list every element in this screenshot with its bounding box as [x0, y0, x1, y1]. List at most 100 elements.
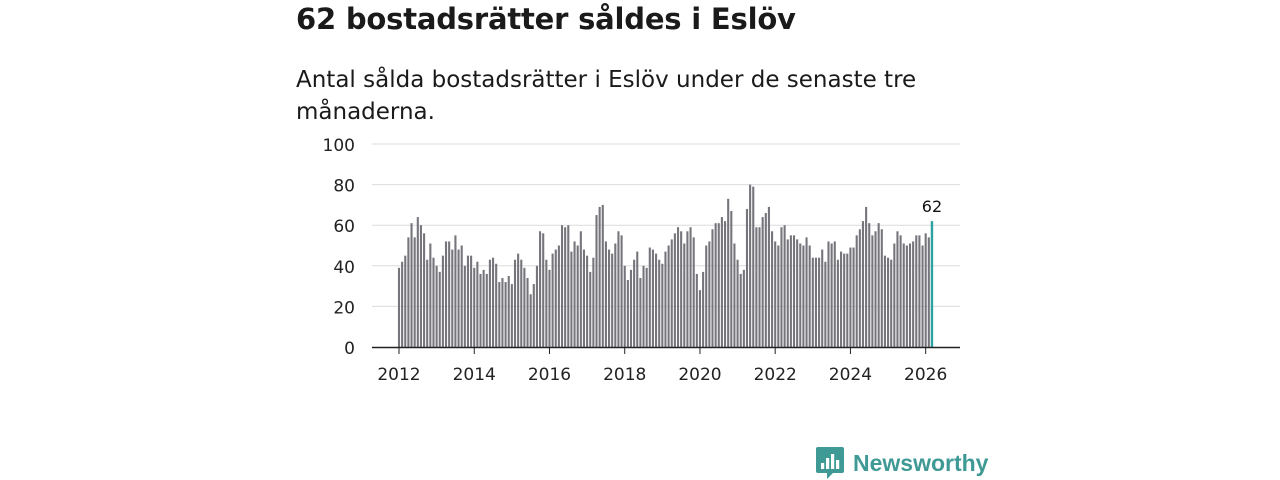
bar: [836, 259, 839, 347]
bar: [695, 273, 698, 347]
bar: [899, 235, 902, 347]
bar: [463, 265, 466, 347]
annotations: 62: [922, 197, 942, 216]
bar: [821, 249, 824, 347]
bar: [504, 282, 507, 347]
bar: [492, 257, 495, 347]
bar: [874, 231, 877, 347]
bar: [429, 243, 432, 347]
bar: [723, 221, 727, 347]
y-tick-label: 40: [333, 258, 355, 278]
bar: [761, 217, 764, 347]
bar: [796, 239, 799, 347]
bar: [720, 217, 723, 347]
bar: [827, 241, 830, 347]
bar: [539, 231, 542, 347]
bar: [858, 229, 861, 347]
bar: [651, 249, 654, 347]
bar: [670, 239, 673, 347]
bar: [887, 257, 890, 347]
bar: [517, 253, 520, 347]
bar: [711, 229, 714, 347]
bar: [498, 282, 501, 347]
bar: [441, 255, 444, 347]
bar: [855, 235, 858, 347]
y-tick-label: 0: [344, 339, 355, 359]
chart-title: 62 bostadsrätter såldes i Eslöv: [296, 2, 796, 36]
bar: [633, 259, 636, 347]
bar: [915, 235, 918, 347]
bar: [476, 261, 479, 347]
bar: [432, 257, 435, 347]
bar: [623, 265, 626, 347]
bar: [783, 225, 786, 347]
bar: [495, 263, 498, 347]
bar: [708, 241, 711, 347]
bar: [648, 247, 651, 347]
bar: [702, 271, 705, 347]
bar: [617, 231, 620, 347]
bar: [423, 233, 426, 347]
brand: Newsworthy: [815, 446, 988, 480]
bar: [542, 233, 545, 347]
bar: [683, 243, 686, 347]
newsworthy-logo-icon: [816, 447, 844, 479]
bar: [466, 255, 470, 347]
y-tick-label: 100: [323, 136, 355, 156]
bar: [789, 235, 792, 347]
bar: [755, 227, 758, 347]
bar: [526, 277, 529, 347]
bar: [918, 235, 921, 347]
bar: [818, 257, 821, 347]
bar: [814, 257, 817, 347]
bar: [861, 221, 865, 347]
bar-highlight: [930, 221, 934, 347]
bar: [586, 255, 589, 347]
bar: [532, 284, 535, 347]
bar: [557, 245, 560, 347]
bar: [529, 294, 532, 347]
bar: [560, 225, 564, 347]
bar: [454, 235, 457, 347]
x-tick-label: 2018: [603, 365, 646, 385]
bar: [488, 259, 491, 347]
bar: [479, 273, 482, 347]
bar: [513, 259, 517, 347]
bar: [727, 198, 730, 347]
bar: [545, 259, 548, 347]
bar: [582, 249, 586, 347]
bar: [601, 204, 604, 347]
bar: [611, 253, 614, 347]
bar: [642, 265, 645, 347]
bar: [745, 208, 749, 347]
bar: [413, 237, 416, 347]
bar: [927, 237, 930, 347]
bar: [438, 271, 441, 347]
bar: [865, 206, 868, 347]
bar: [604, 241, 607, 347]
x-tick-label: 2016: [528, 365, 571, 385]
x-tick-label: 2024: [829, 365, 872, 385]
bar: [705, 245, 708, 347]
bar: [535, 265, 538, 347]
bar: [843, 253, 846, 347]
bar: [846, 253, 849, 347]
bar: [548, 269, 551, 347]
bar: [592, 257, 595, 347]
bar: [890, 259, 893, 347]
bar: [645, 267, 648, 347]
bar: [896, 231, 899, 347]
bar: [824, 261, 827, 347]
x-tick-label: 2014: [453, 365, 496, 385]
bar: [811, 257, 814, 347]
bar: [908, 243, 912, 347]
bar: [554, 249, 557, 347]
bar: [802, 245, 805, 347]
bar: [639, 277, 642, 347]
bar: [767, 206, 770, 347]
bar: [667, 245, 670, 347]
bar: [435, 265, 438, 347]
bar: [401, 261, 404, 347]
brand-name: Newsworthy: [853, 449, 989, 476]
bar: [626, 280, 629, 347]
